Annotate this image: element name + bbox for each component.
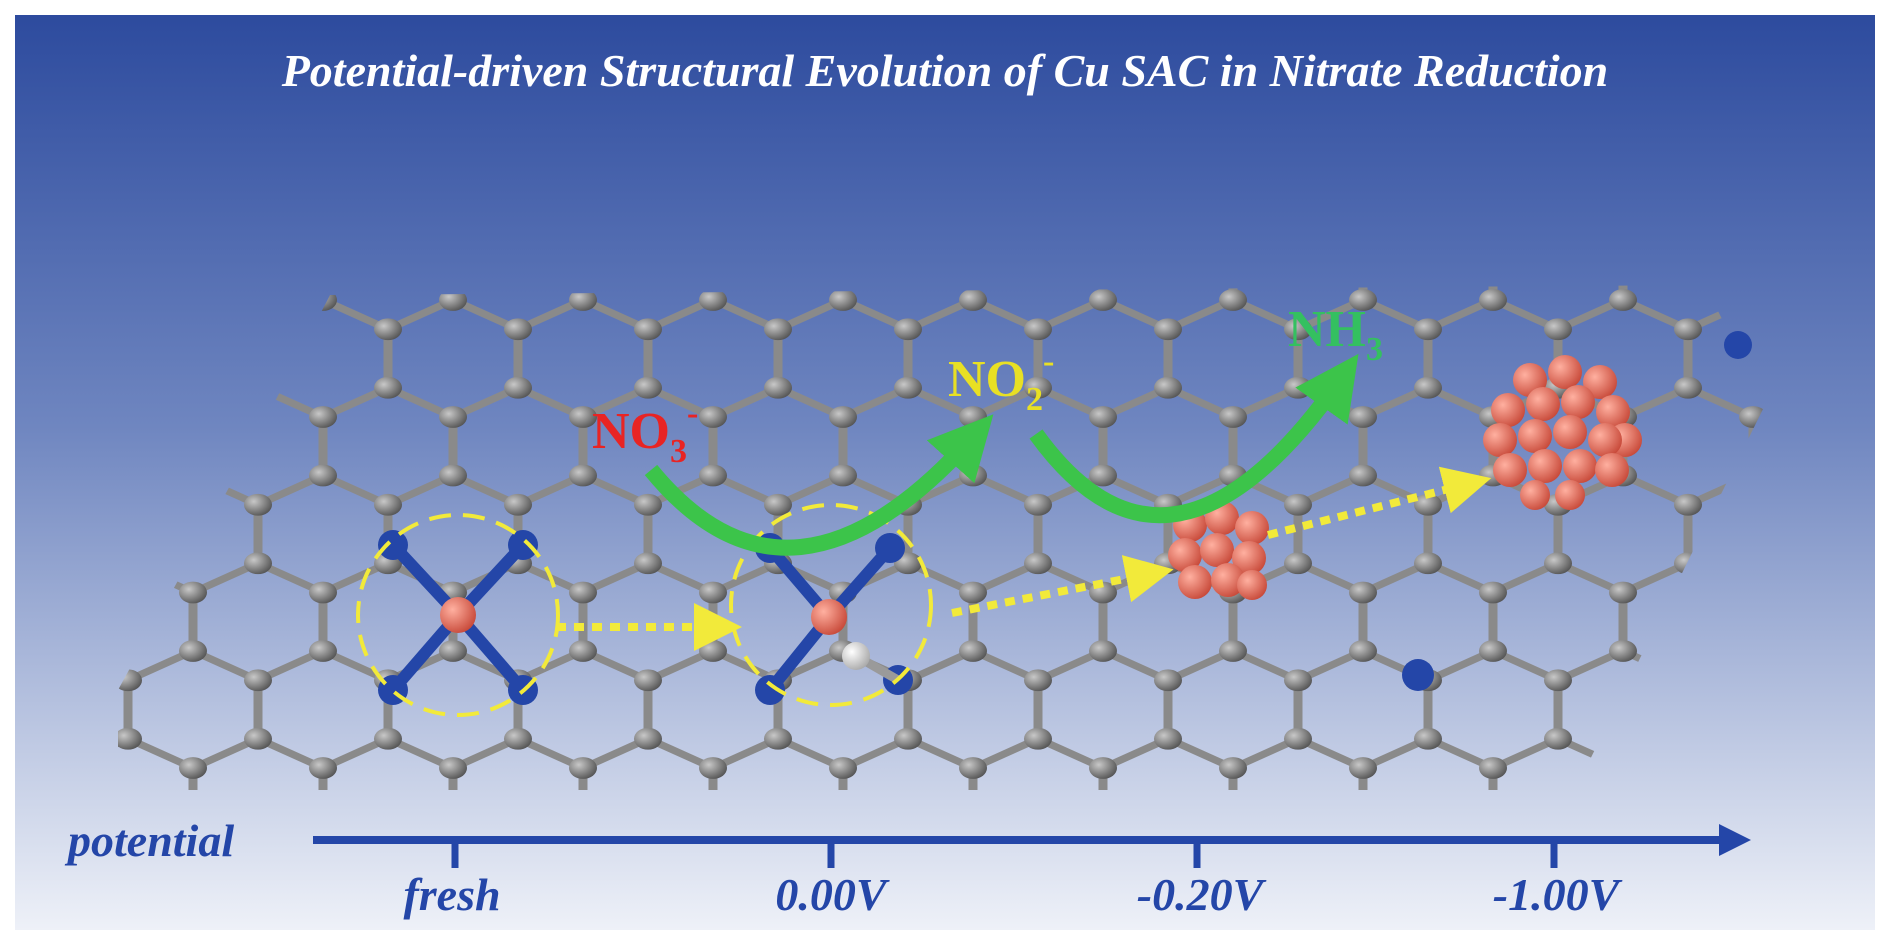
evolution-arrows — [556, 466, 1492, 651]
nitrite-label: NO2- — [948, 343, 1054, 418]
tick-label: fresh — [403, 869, 500, 920]
title: Potential-driven Structural Evolution of… — [281, 45, 1609, 96]
nitrate-label: NO3- — [592, 395, 698, 470]
highlight-circle — [356, 513, 560, 717]
cu-single-atom — [811, 599, 847, 635]
cu-single-atom — [440, 597, 476, 633]
reaction-arrows — [644, 353, 1359, 556]
axis-ticks — [451, 840, 1558, 868]
h-atom — [842, 642, 870, 670]
ammonia-label: NH3 — [1288, 301, 1383, 368]
tick-label: -0.20V — [1137, 869, 1267, 920]
cu-cluster-large — [1483, 355, 1642, 510]
tick-label: -1.00V — [1493, 869, 1623, 920]
axis-label: potential — [64, 815, 234, 866]
tick-label: 0.00V — [775, 869, 890, 920]
graphene-sheet — [118, 285, 1765, 790]
